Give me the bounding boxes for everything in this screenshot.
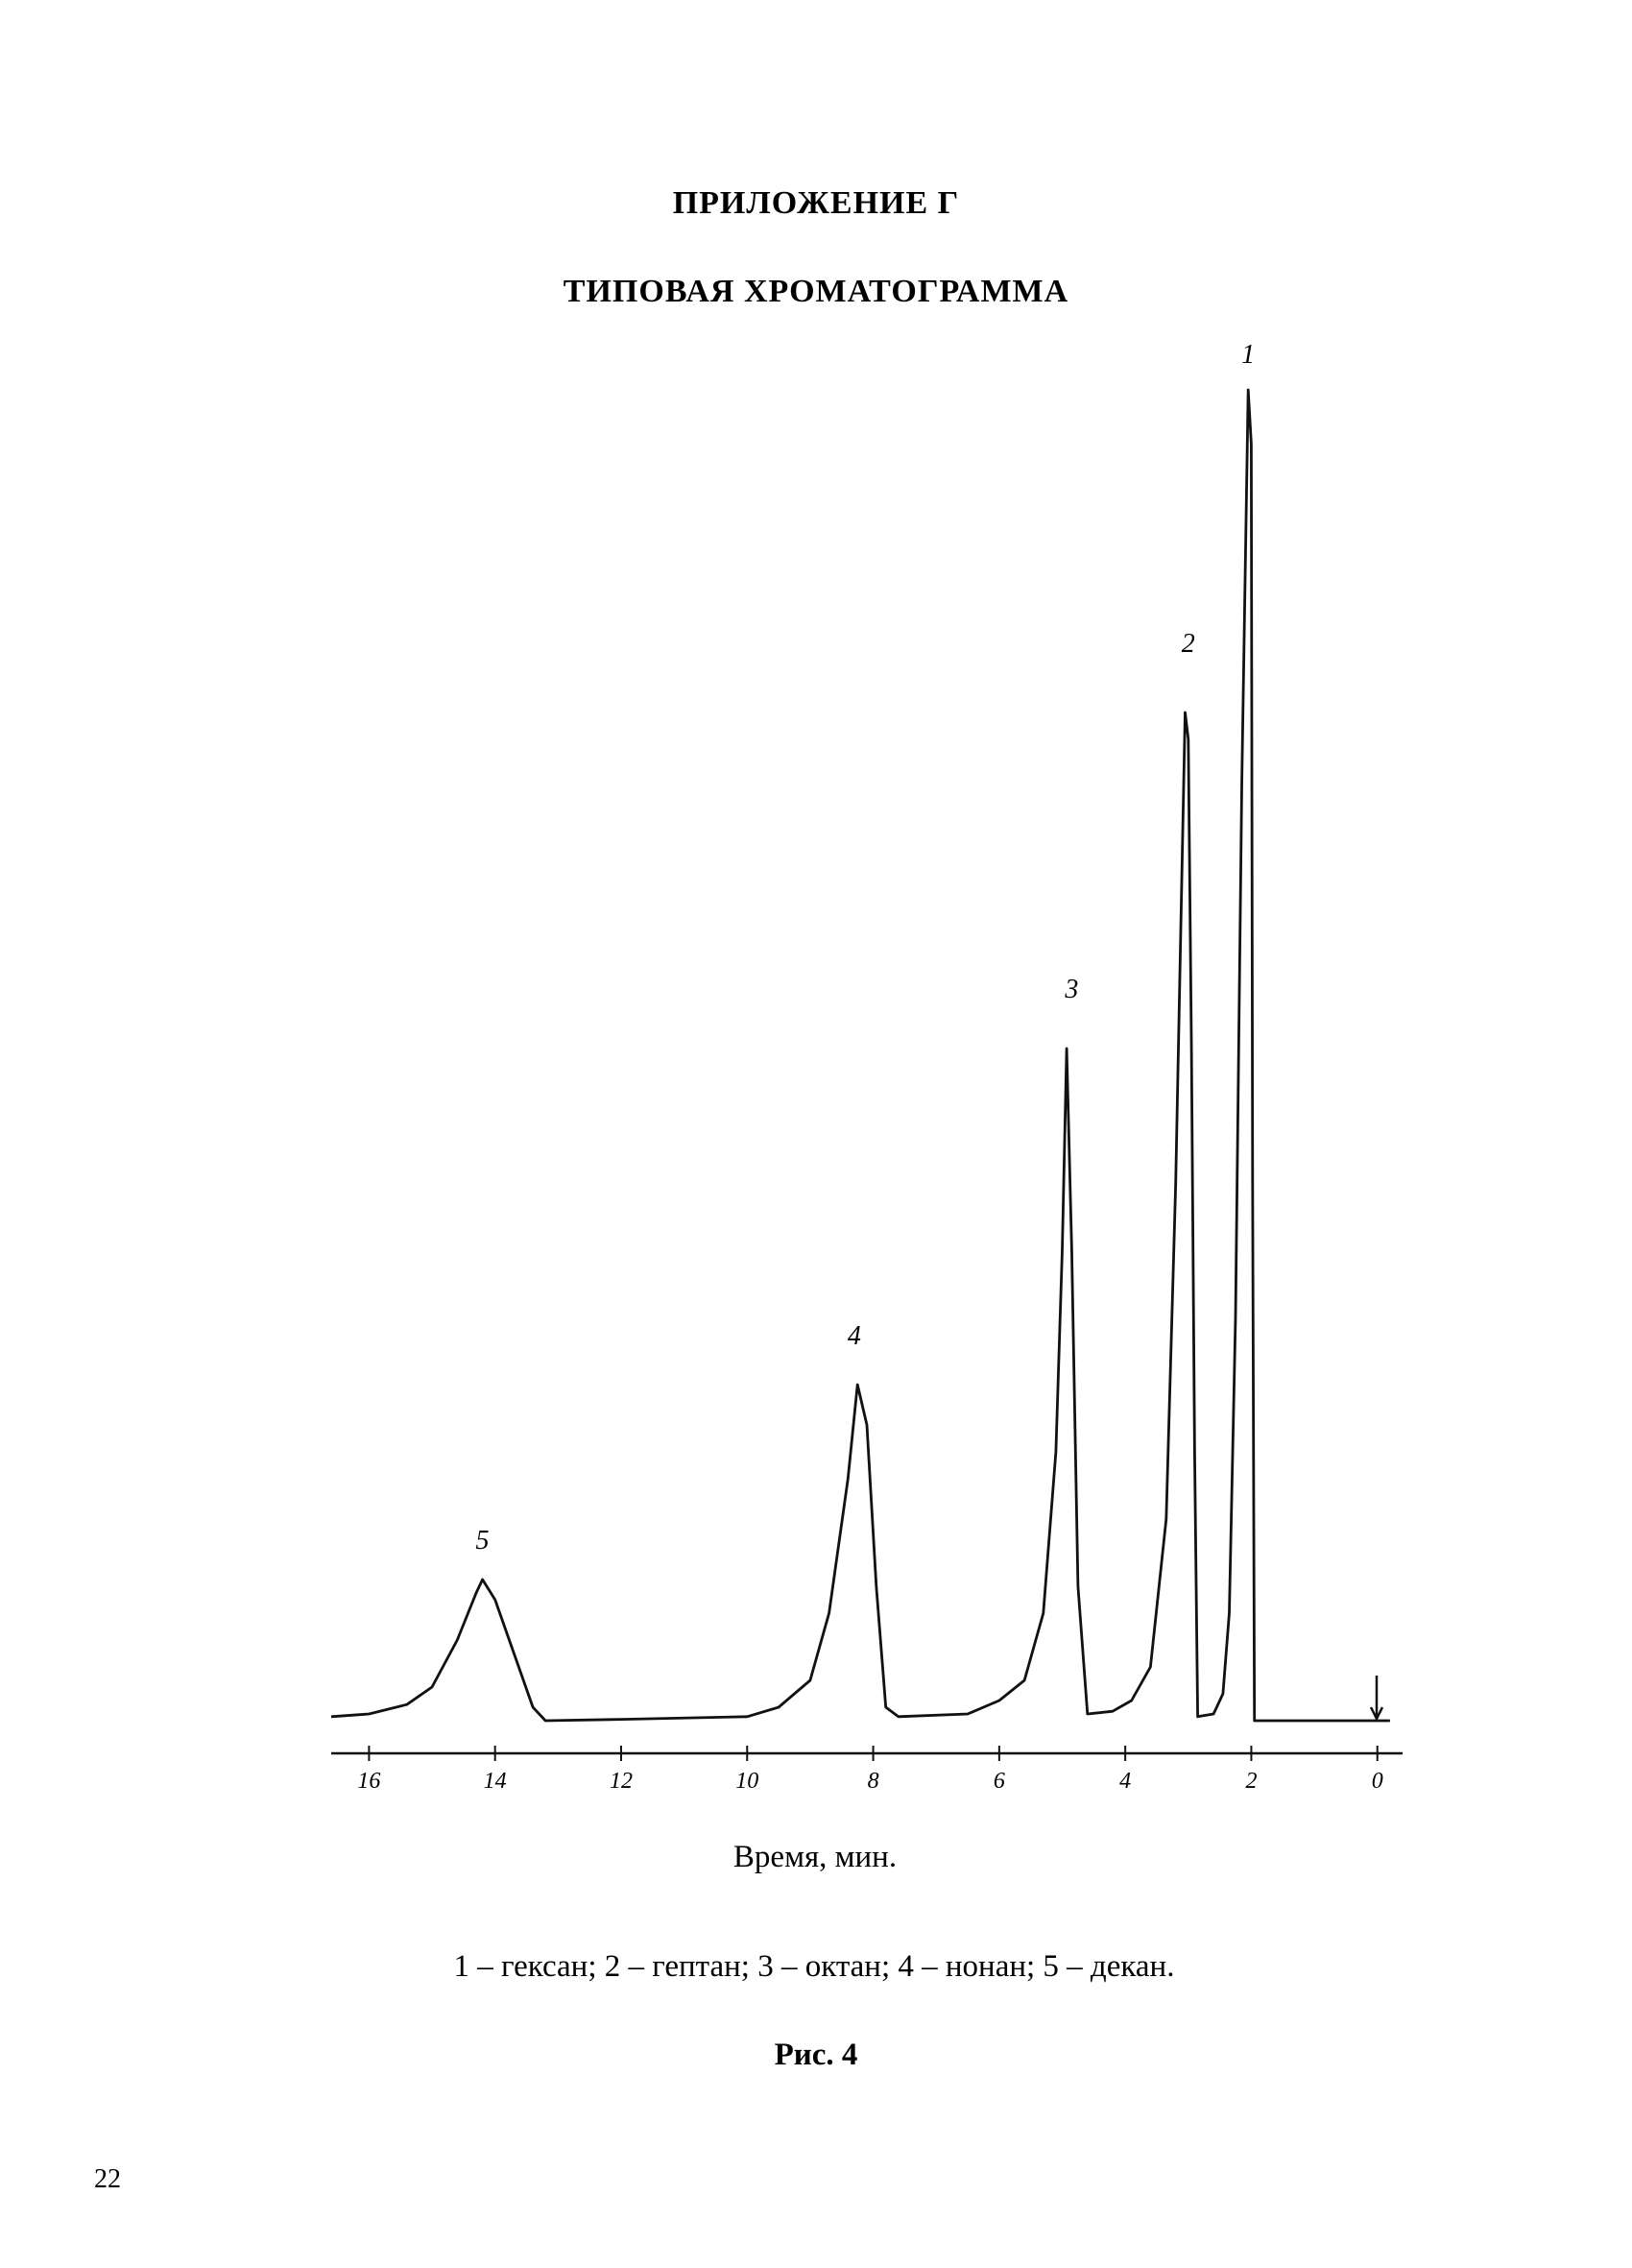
page-number: 22 xyxy=(94,2164,121,2194)
figure-caption: 1 – гексан; 2 – гептан; 3 – октан; 4 – н… xyxy=(454,1949,1175,1984)
x-tick-label: 14 xyxy=(484,1769,507,1794)
x-tick-label: 16 xyxy=(357,1769,380,1794)
x-tick-label: 0 xyxy=(1372,1769,1383,1794)
injection-arrow xyxy=(1369,1676,1384,1722)
x-tick-label: 12 xyxy=(610,1769,633,1794)
x-axis-label: Время, мин. xyxy=(733,1840,897,1874)
chart-title: ТИПОВАЯ ХРОМАТОГРАММА xyxy=(564,274,1068,309)
figure-label: Рис. 4 xyxy=(775,2038,858,2072)
peak-label: 1 xyxy=(1241,340,1255,370)
peak-label: 5 xyxy=(476,1526,490,1556)
x-tick-label: 6 xyxy=(994,1769,1005,1794)
x-tick-label: 2 xyxy=(1245,1769,1257,1794)
x-tick-label: 10 xyxy=(735,1769,758,1794)
chromatogram-trace xyxy=(330,388,1390,1723)
peak-label: 3 xyxy=(1064,975,1078,1004)
x-tick-label: 8 xyxy=(868,1769,879,1794)
peak-label: 2 xyxy=(1182,629,1195,659)
peak-label: 4 xyxy=(848,1321,861,1351)
appendix-title: ПРИЛОЖЕНИЕ Г xyxy=(673,185,960,221)
x-tick-label: 4 xyxy=(1119,1769,1131,1794)
